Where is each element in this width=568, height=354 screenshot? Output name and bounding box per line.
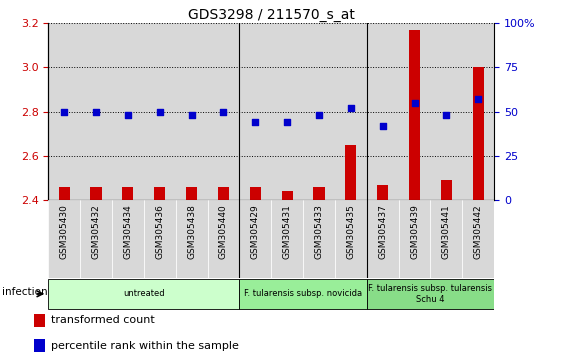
- Bar: [112, 200, 144, 278]
- Title: GDS3298 / 211570_s_at: GDS3298 / 211570_s_at: [188, 8, 354, 22]
- Bar: [335, 23, 367, 200]
- Text: transformed count: transformed count: [52, 315, 155, 325]
- Point: [283, 119, 292, 125]
- Bar: [112, 23, 144, 200]
- Text: GSM305437: GSM305437: [378, 204, 387, 259]
- Point: [346, 105, 356, 111]
- Bar: [303, 200, 335, 278]
- Bar: [377, 184, 389, 200]
- Bar: [282, 191, 293, 200]
- Bar: [250, 187, 261, 200]
- Bar: [314, 187, 324, 200]
- Bar: [462, 23, 494, 200]
- Point: [474, 96, 483, 102]
- Bar: [48, 200, 80, 278]
- Bar: [399, 200, 431, 278]
- Bar: [335, 200, 367, 278]
- Text: untreated: untreated: [123, 289, 165, 298]
- Bar: [59, 187, 70, 200]
- Bar: [48, 23, 80, 200]
- Bar: [34, 314, 45, 327]
- Bar: [303, 23, 335, 200]
- Text: GSM305431: GSM305431: [283, 204, 291, 259]
- Bar: [462, 200, 494, 278]
- Bar: [441, 180, 452, 200]
- Bar: [176, 23, 207, 200]
- Bar: [399, 23, 431, 200]
- Bar: [122, 187, 133, 200]
- Bar: [239, 23, 272, 200]
- Text: percentile rank within the sample: percentile rank within the sample: [52, 341, 239, 351]
- Text: GSM305429: GSM305429: [251, 204, 260, 259]
- Point: [219, 109, 228, 114]
- Bar: [34, 339, 45, 352]
- Bar: [207, 23, 239, 200]
- Text: GSM305433: GSM305433: [315, 204, 324, 259]
- FancyBboxPatch shape: [367, 279, 494, 309]
- Point: [187, 112, 196, 118]
- Bar: [409, 30, 420, 200]
- Point: [123, 112, 132, 118]
- Text: GSM305440: GSM305440: [219, 204, 228, 259]
- Bar: [431, 23, 462, 200]
- Bar: [239, 200, 272, 278]
- Bar: [90, 187, 102, 200]
- Bar: [144, 200, 176, 278]
- Bar: [207, 200, 239, 278]
- Point: [442, 112, 451, 118]
- Text: GSM305441: GSM305441: [442, 204, 451, 259]
- Text: infection: infection: [2, 287, 48, 297]
- Bar: [80, 200, 112, 278]
- Point: [60, 109, 69, 114]
- Text: F. tularensis subsp. tularensis
Schu 4: F. tularensis subsp. tularensis Schu 4: [369, 284, 492, 303]
- Text: F. tularensis subsp. novicida: F. tularensis subsp. novicida: [244, 289, 362, 298]
- Bar: [431, 200, 462, 278]
- Bar: [186, 187, 197, 200]
- Text: GSM305439: GSM305439: [410, 204, 419, 259]
- Text: GSM305434: GSM305434: [123, 204, 132, 259]
- Bar: [144, 23, 176, 200]
- Point: [378, 123, 387, 129]
- Bar: [272, 23, 303, 200]
- Point: [155, 109, 164, 114]
- Bar: [367, 23, 399, 200]
- Point: [315, 112, 324, 118]
- FancyBboxPatch shape: [48, 279, 239, 309]
- Bar: [345, 145, 356, 200]
- FancyBboxPatch shape: [239, 279, 367, 309]
- Text: GSM305430: GSM305430: [60, 204, 69, 259]
- Point: [410, 100, 419, 105]
- Bar: [218, 187, 229, 200]
- Point: [91, 109, 101, 114]
- Text: GSM305438: GSM305438: [187, 204, 196, 259]
- Bar: [154, 187, 165, 200]
- Text: GSM305432: GSM305432: [91, 204, 101, 259]
- Text: GSM305442: GSM305442: [474, 204, 483, 258]
- Bar: [176, 200, 207, 278]
- Bar: [367, 200, 399, 278]
- Bar: [80, 23, 112, 200]
- Text: GSM305436: GSM305436: [155, 204, 164, 259]
- Bar: [272, 200, 303, 278]
- Text: GSM305435: GSM305435: [346, 204, 356, 259]
- Bar: [473, 67, 484, 200]
- Point: [250, 119, 260, 125]
